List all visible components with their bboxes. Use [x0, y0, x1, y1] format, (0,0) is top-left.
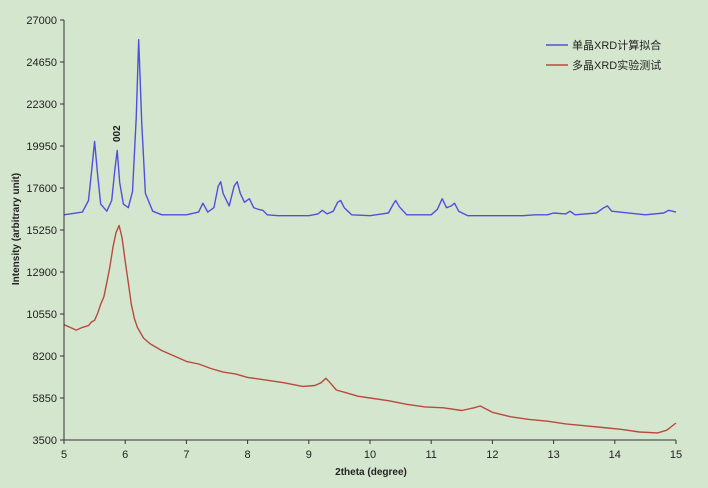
x-tick-label: 6	[122, 449, 128, 461]
y-tick-label: 17600	[26, 183, 57, 195]
y-tick-label: 27000	[26, 15, 57, 27]
legend-label-single-crystal: 单晶XRD计算拟合	[572, 38, 661, 52]
plot-area	[64, 20, 676, 440]
axes-layer	[60, 19, 677, 444]
x-tick-label: 10	[364, 449, 376, 461]
x-tick-label: 5	[61, 449, 67, 461]
y-tick-label: 10550	[26, 309, 57, 321]
x-tick-label: 8	[245, 449, 251, 461]
legend-label-polycrystal: 多晶XRD实验测试	[572, 58, 661, 72]
x-tick-label: 12	[486, 449, 498, 461]
y-tick-label: 3500	[33, 435, 57, 447]
y-tick-label: 12900	[26, 267, 57, 279]
peak-annotation-002: 002	[112, 125, 123, 142]
y-tick-label: 8200	[33, 351, 57, 363]
x-tick-label: 9	[306, 449, 312, 461]
y-tick-label: 5850	[33, 393, 57, 405]
x-axis-title: 2theta (degree)	[335, 467, 407, 478]
x-tick-label: 13	[547, 449, 559, 461]
series-line-0	[63, 39, 677, 217]
x-tick-label: 11	[425, 449, 436, 461]
y-axis-title: Intensity (arbitrary unit)	[11, 173, 22, 285]
y-tick-label: 15250	[26, 225, 57, 237]
tick-labels: 3500 5850 8200 10550 12900 15250 17600 19950 223…	[26, 15, 682, 461]
y-tick-label: 24650	[26, 57, 57, 69]
x-tick-label: 14	[609, 449, 621, 461]
x-tick-label: 15	[670, 449, 682, 461]
legend: 单晶XRD计算拟合 多晶XRD实验测试	[546, 38, 661, 72]
x-tick-label: 7	[183, 449, 189, 461]
plot-background	[64, 20, 676, 440]
series-layer	[63, 39, 677, 434]
series-line-1	[63, 224, 677, 434]
y-tick-label: 22300	[26, 99, 57, 111]
y-tick-label: 19950	[26, 141, 57, 153]
